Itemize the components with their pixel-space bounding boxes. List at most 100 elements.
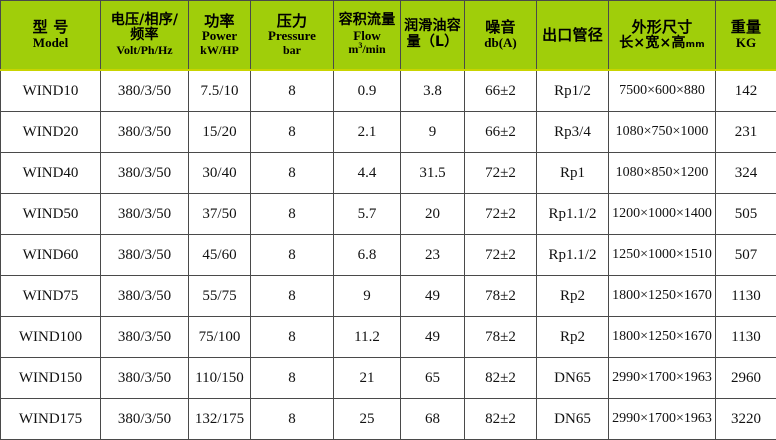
cell-power: 7.5/10 [189, 70, 251, 112]
cell-pressure: 8 [251, 70, 334, 112]
cell-weight: 324 [716, 153, 776, 194]
cell-weight: 1130 [716, 317, 776, 358]
cell-noise: 72±2 [465, 194, 537, 235]
cell-outlet-diameter: Rp1 [537, 153, 609, 194]
cell-weight: 231 [716, 112, 776, 153]
header-voltage-cn1: 电压/相序/ [103, 13, 186, 29]
cell-dimensions: 2990×1700×1963 [609, 399, 716, 440]
cell-flow: 0.9 [334, 70, 401, 112]
cell-weight: 142 [716, 70, 776, 112]
cell-pressure: 8 [251, 194, 334, 235]
cell-oil-capacity: 49 [401, 276, 465, 317]
header-dimensions: 外形尺寸 长×宽×高mm [609, 1, 716, 71]
cell-dimensions: 1250×1000×1510 [609, 235, 716, 276]
cell-weight: 507 [716, 235, 776, 276]
header-noise-en: db(A) [467, 36, 534, 51]
cell-dimensions: 2990×1700×1963 [609, 358, 716, 399]
cell-voltage: 380/3/50 [101, 276, 189, 317]
cell-weight: 3220 [716, 399, 776, 440]
cell-power: 15/20 [189, 112, 251, 153]
cell-oil-capacity: 9 [401, 112, 465, 153]
header-dimensions-unit: mm [686, 40, 705, 50]
cell-power: 37/50 [189, 194, 251, 235]
cell-model: WIND150 [1, 358, 101, 399]
cell-dimensions: 1200×1000×1400 [609, 194, 716, 235]
cell-voltage: 380/3/50 [101, 194, 189, 235]
header-dimensions-cn: 外形尺寸 [611, 19, 713, 36]
cell-oil-capacity: 31.5 [401, 153, 465, 194]
cell-power: 45/60 [189, 235, 251, 276]
cell-power: 110/150 [189, 358, 251, 399]
cell-weight: 2960 [716, 358, 776, 399]
header-model-en: Model [3, 36, 98, 51]
header-pressure: 压力 Pressure bar [251, 1, 334, 71]
header-flow-unit: m3/min [336, 43, 398, 56]
cell-oil-capacity: 49 [401, 317, 465, 358]
cell-dimensions: 1080×850×1200 [609, 153, 716, 194]
header-outlet-diameter: 出口管径 [537, 1, 609, 71]
cell-outlet-diameter: DN65 [537, 399, 609, 440]
header-model-cn: 型 号 [3, 19, 98, 36]
cell-weight: 1130 [716, 276, 776, 317]
cell-model: WIND20 [1, 112, 101, 153]
header-dimensions-lwh: 长×宽×高 [619, 35, 685, 51]
cell-flow: 5.7 [334, 194, 401, 235]
header-power-unit: kW/HP [191, 44, 248, 57]
cell-oil-capacity: 68 [401, 399, 465, 440]
cell-flow: 21 [334, 358, 401, 399]
header-outlet-cn: 出口管径 [539, 27, 606, 44]
cell-noise: 66±2 [465, 70, 537, 112]
header-power-cn: 功率 [191, 13, 248, 30]
header-pressure-unit: bar [253, 44, 331, 57]
cell-dimensions: 1080×750×1000 [609, 112, 716, 153]
cell-power: 132/175 [189, 399, 251, 440]
header-power: 功率 Power kW/HP [189, 1, 251, 71]
cell-dimensions: 7500×600×880 [609, 70, 716, 112]
header-oil-cn2: 量（L） [403, 35, 462, 51]
cell-outlet-diameter: Rp3/4 [537, 112, 609, 153]
header-oil-cn1: 润滑油容 [403, 19, 462, 35]
cell-pressure: 8 [251, 358, 334, 399]
cell-oil-capacity: 20 [401, 194, 465, 235]
cell-model: WIND60 [1, 235, 101, 276]
cell-noise: 82±2 [465, 358, 537, 399]
cell-voltage: 380/3/50 [101, 399, 189, 440]
header-noise-cn: 噪音 [467, 19, 534, 36]
header-voltage: 电压/相序/ 频率 Volt/Ph/Hz [101, 1, 189, 71]
header-weight: 重量 KG [716, 1, 776, 71]
header-voltage-cn2: 频率 [103, 28, 186, 44]
header-weight-en: KG [718, 36, 774, 51]
cell-oil-capacity: 23 [401, 235, 465, 276]
cell-weight: 505 [716, 194, 776, 235]
cell-voltage: 380/3/50 [101, 112, 189, 153]
header-pressure-en: Pressure [253, 29, 331, 44]
cell-voltage: 380/3/50 [101, 235, 189, 276]
cell-noise: 66±2 [465, 112, 537, 153]
header-dimensions-sub: 长×宽×高mm [611, 36, 713, 52]
header-flow: 容积流量 Flow m3/min [334, 1, 401, 71]
cell-noise: 72±2 [465, 235, 537, 276]
cell-outlet-diameter: Rp1.1/2 [537, 235, 609, 276]
cell-pressure: 8 [251, 276, 334, 317]
cell-model: WIND10 [1, 70, 101, 112]
cell-model: WIND50 [1, 194, 101, 235]
header-voltage-en: Volt/Ph/Hz [103, 44, 186, 57]
cell-pressure: 8 [251, 399, 334, 440]
header-flow-cn: 容积流量 [336, 13, 398, 29]
cell-flow: 4.4 [334, 153, 401, 194]
cell-flow: 25 [334, 399, 401, 440]
cell-oil-capacity: 3.8 [401, 70, 465, 112]
cell-outlet-diameter: Rp2 [537, 317, 609, 358]
cell-flow: 11.2 [334, 317, 401, 358]
cell-noise: 78±2 [465, 317, 537, 358]
cell-power: 75/100 [189, 317, 251, 358]
cell-voltage: 380/3/50 [101, 358, 189, 399]
cell-pressure: 8 [251, 153, 334, 194]
cell-noise: 72±2 [465, 153, 537, 194]
